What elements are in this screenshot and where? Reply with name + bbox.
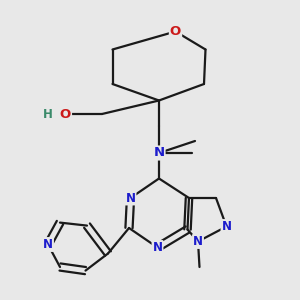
- Text: N: N: [152, 241, 163, 254]
- Text: N: N: [193, 235, 203, 248]
- Text: N: N: [153, 146, 165, 160]
- Text: H: H: [43, 107, 52, 121]
- Text: N: N: [43, 238, 53, 251]
- Text: N: N: [221, 220, 232, 233]
- Text: N: N: [125, 191, 136, 205]
- Text: O: O: [170, 25, 181, 38]
- Text: O: O: [60, 107, 71, 121]
